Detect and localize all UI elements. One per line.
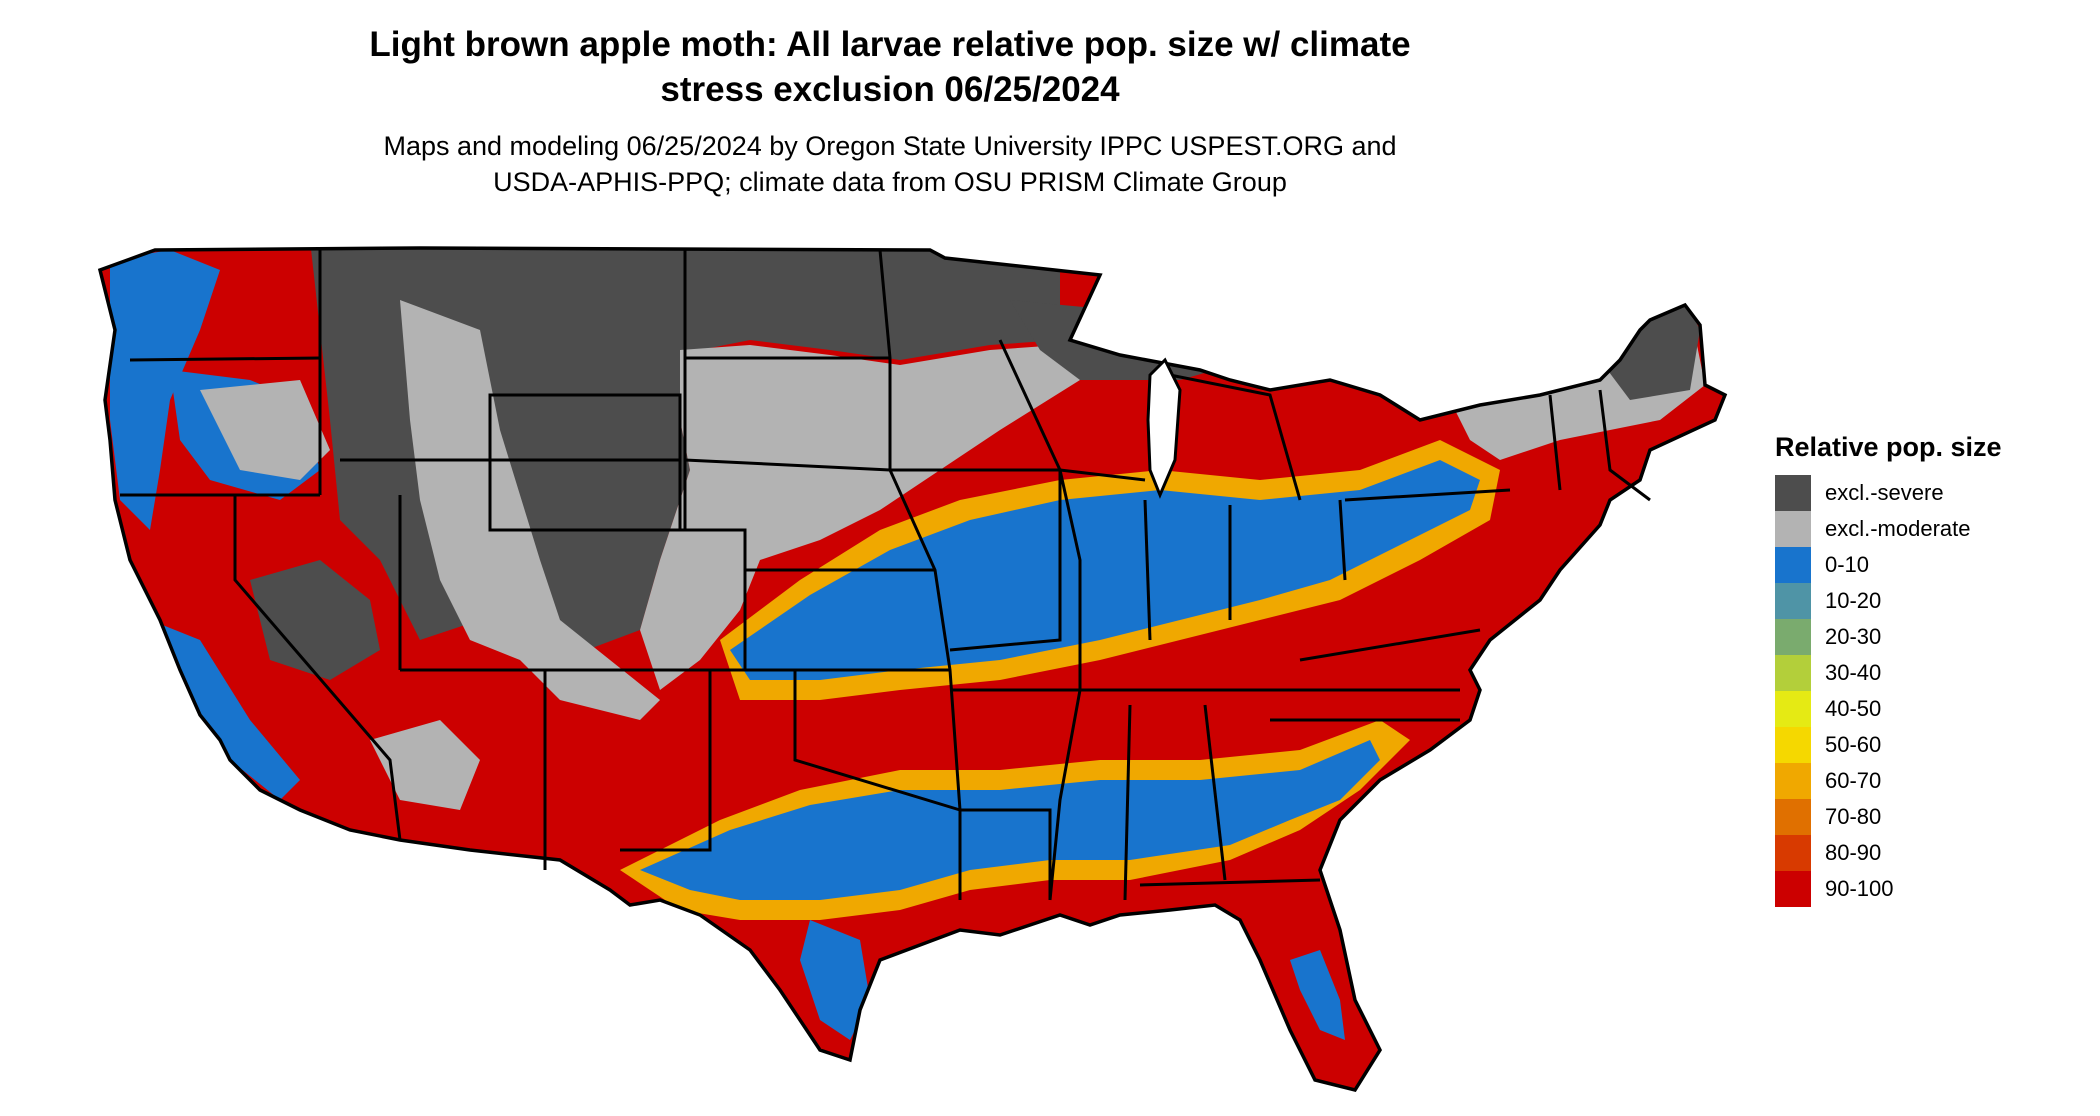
map-subtitle-line-2: USDA-APHIS-PPQ; climate data from OSU PR… [493, 167, 1287, 197]
legend-swatch [1775, 871, 1811, 907]
legend-label: 10-20 [1825, 588, 1882, 613]
state-boundary-ny-ne [1548, 394, 1562, 491]
state-boundary-wi-mn [998, 339, 1062, 471]
state-boundary-washington-oregon [129, 356, 321, 362]
legend-label: 0-10 [1825, 552, 1870, 577]
legend-item: excl.-severe [1775, 475, 2002, 511]
legend-swatch [1775, 763, 1811, 799]
state-boundary-ga-fl [1139, 878, 1321, 887]
state-boundary-sd-ne [684, 458, 891, 472]
state-boundary-nm-texas [620, 670, 712, 852]
legend-label: 90-100 [1825, 876, 1894, 901]
exclusion-moderate-southwest [370, 720, 480, 810]
legend-label: 80-90 [1825, 840, 1882, 865]
legend-swatch [1775, 727, 1811, 763]
legend-item: 0-10 [1775, 547, 2002, 583]
legend-swatch [1775, 583, 1811, 619]
state-boundary-nevada [233, 495, 402, 841]
legend-label: 70-80 [1825, 804, 1882, 829]
state-boundary-al-ga [1203, 704, 1227, 881]
legend-item: 20-30 [1775, 619, 2002, 655]
legend-item: 90-100 [1775, 871, 2002, 907]
legend-item: 50-60 [1775, 727, 2002, 763]
state-boundary-new-england [1598, 389, 1651, 502]
suitability-low-florida [1290, 950, 1345, 1040]
legend-item: excl.-moderate [1775, 511, 2002, 547]
legend-label: 40-50 [1825, 696, 1882, 721]
legend: Relative pop. size excl.-severe excl.-mod… [1775, 432, 2002, 907]
legend-label: 60-70 [1825, 768, 1882, 793]
state-boundary-pa-ny [1344, 488, 1511, 502]
suitability-low-texas [800, 920, 870, 1040]
suitability-low-northwest [110, 250, 220, 530]
state-boundary-ar-la [960, 808, 1052, 900]
legend-swatch [1775, 547, 1811, 583]
legend-swatch [1775, 655, 1811, 691]
legend-item: 10-20 [1775, 583, 2002, 619]
legend-label: excl.-moderate [1825, 516, 1971, 541]
legend-swatch [1775, 799, 1811, 835]
legend-swatch [1775, 475, 1811, 511]
exclusion-moderate-oregon [200, 380, 330, 480]
lake-michigan [1146, 357, 1182, 499]
map-subtitle: Maps and modeling 06/25/2024 by Oregon S… [300, 128, 1480, 200]
state-boundary-va [1299, 628, 1481, 662]
exclusion-moderate-west [400, 300, 660, 720]
suitability-low-sierra [150, 620, 300, 800]
suitability-low-south-band [640, 740, 1380, 900]
state-boundary-oh-pa [1338, 499, 1347, 581]
legend-label: 30-40 [1825, 660, 1882, 685]
legend-swatch [1775, 835, 1811, 871]
legend-items: excl.-severe excl.-moderate 0-10 10-20 20-30… [1775, 475, 2002, 907]
legend-item: 80-90 [1775, 835, 2002, 871]
map-subtitle-line-1: Maps and modeling 06/25/2024 by Oregon S… [383, 131, 1397, 161]
state-boundary-il-in [1143, 499, 1152, 641]
legend-item: 30-40 [1775, 655, 2002, 691]
legend-label: 20-30 [1825, 624, 1882, 649]
legend-swatch [1775, 691, 1811, 727]
state-boundary-michigan [1169, 373, 1302, 501]
legend-label: 50-60 [1825, 732, 1882, 757]
state-boundary-wi-il [1059, 468, 1146, 482]
legend-label: excl.-severe [1825, 480, 1944, 505]
map-title: Light brown apple moth: All larvae relat… [300, 22, 1480, 112]
map-title-line-1: Light brown apple moth: All larvae relat… [369, 25, 1411, 64]
map-title-line-2: stress exclusion 06/25/2024 [660, 70, 1120, 109]
state-boundaries [120, 249, 1651, 901]
state-boundary-colorado [545, 528, 747, 672]
legend-swatch [1775, 619, 1811, 655]
legend-item: 40-50 [1775, 691, 2002, 727]
exclusion-moderate-plains [640, 345, 1080, 690]
legend-title: Relative pop. size [1775, 432, 2002, 462]
state-boundary-ok-tx [793, 670, 961, 812]
suitability-low-central-band [730, 460, 1480, 680]
legend-item: 70-80 [1775, 799, 2002, 835]
state-boundary-ms-al [1123, 704, 1132, 901]
legend-item: 60-70 [1775, 763, 2002, 799]
exclusion-severe-great-basin [250, 560, 380, 680]
state-boundary-ia [890, 468, 1062, 652]
habitat-layer [100, 248, 1725, 1090]
legend-swatch [1775, 511, 1811, 547]
